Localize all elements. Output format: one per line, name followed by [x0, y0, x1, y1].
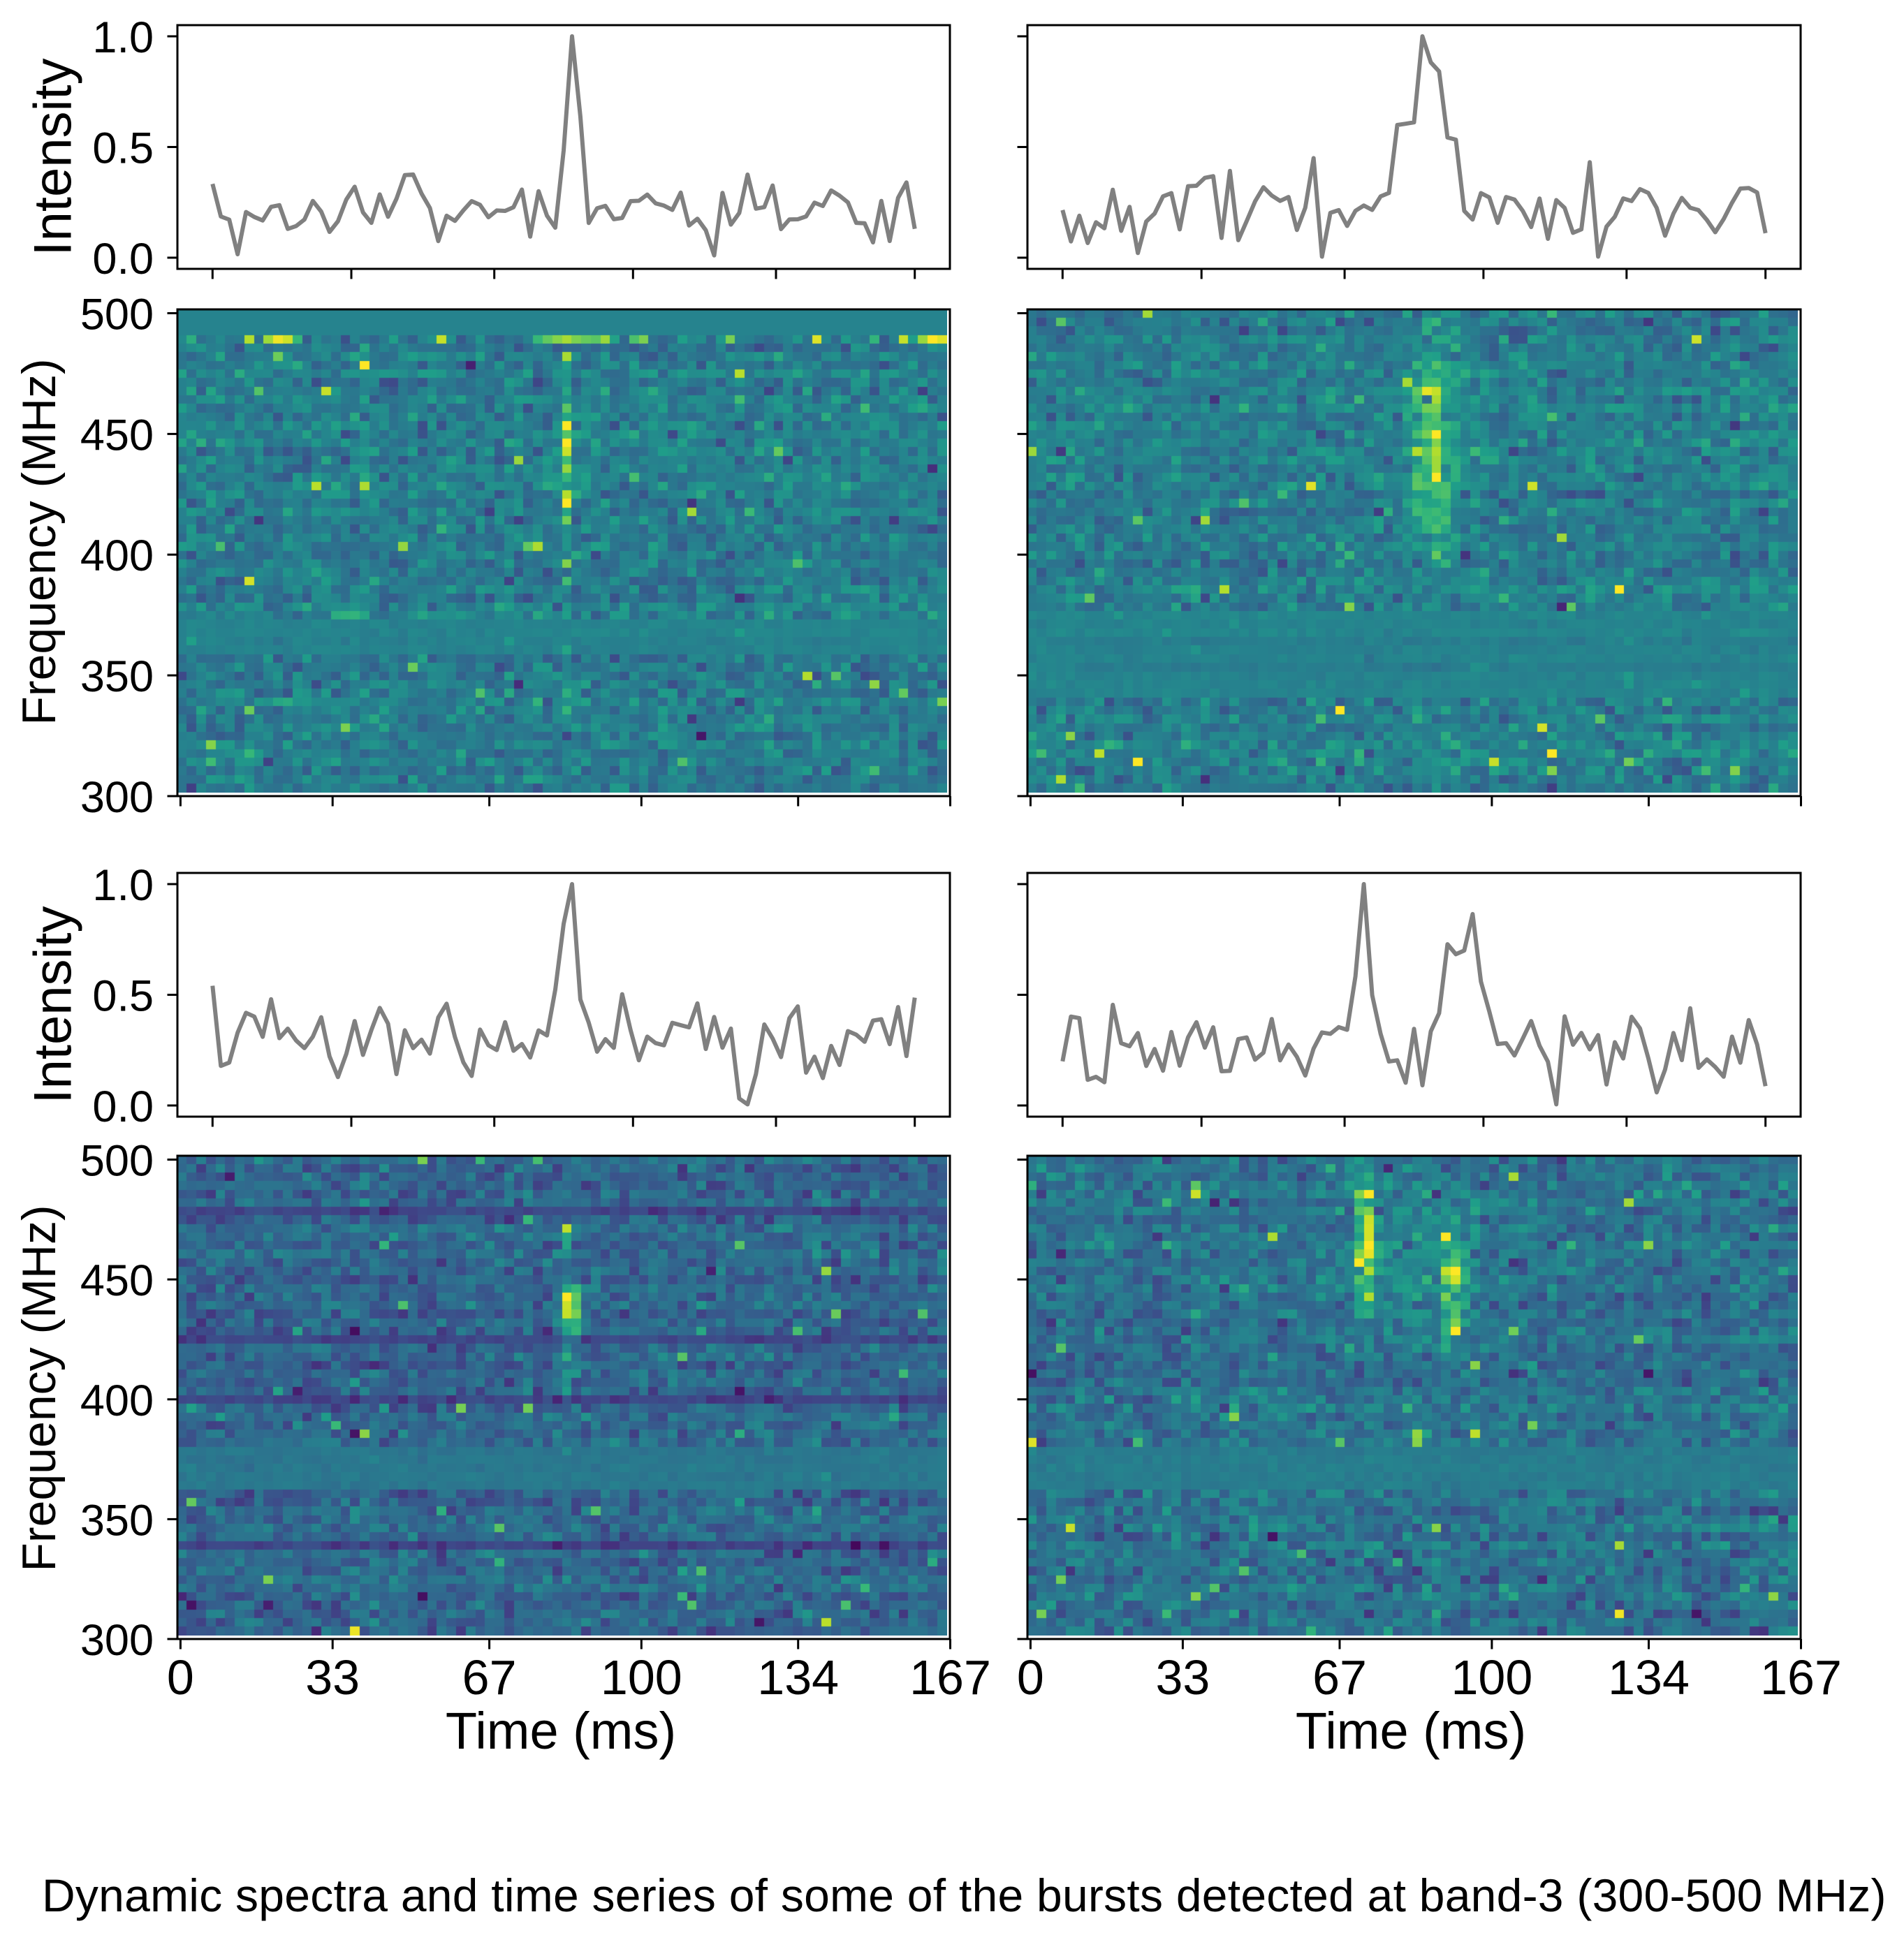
svg-text:300: 300: [80, 773, 154, 822]
svg-text:167: 167: [909, 1650, 991, 1705]
svg-text:1.0: 1.0: [92, 861, 154, 910]
svg-text:350: 350: [80, 1496, 154, 1545]
svg-text:Dynamic spectra and time serie: Dynamic spectra and time series of some …: [42, 1869, 1887, 1921]
svg-text:Frequency (MHz): Frequency (MHz): [13, 358, 66, 725]
svg-text:400: 400: [80, 531, 154, 580]
svg-text:400: 400: [80, 1376, 154, 1425]
svg-text:Time (ms): Time (ms): [1296, 1702, 1526, 1760]
svg-text:1.0: 1.0: [92, 13, 154, 62]
svg-text:450: 450: [80, 1256, 154, 1305]
svg-text:350: 350: [80, 652, 154, 701]
svg-text:0: 0: [1017, 1650, 1044, 1705]
svg-text:134: 134: [757, 1650, 839, 1705]
svg-text:500: 500: [80, 291, 154, 339]
svg-text:450: 450: [80, 411, 154, 460]
svg-text:Intensity: Intensity: [24, 58, 83, 256]
svg-text:33: 33: [305, 1650, 360, 1705]
svg-text:Intensity: Intensity: [24, 906, 83, 1103]
svg-text:0.0: 0.0: [92, 1082, 154, 1131]
svg-text:0: 0: [167, 1650, 194, 1705]
svg-text:134: 134: [1608, 1650, 1690, 1705]
svg-text:33: 33: [1155, 1650, 1210, 1705]
svg-text:67: 67: [462, 1650, 517, 1705]
svg-text:Time (ms): Time (ms): [446, 1702, 676, 1760]
svg-text:167: 167: [1760, 1650, 1842, 1705]
svg-text:0.5: 0.5: [92, 972, 154, 1021]
svg-text:500: 500: [80, 1137, 154, 1186]
svg-text:0.0: 0.0: [92, 235, 154, 284]
svg-text:67: 67: [1312, 1650, 1367, 1705]
svg-text:0.5: 0.5: [92, 124, 154, 173]
svg-text:100: 100: [601, 1650, 682, 1705]
svg-text:300: 300: [80, 1616, 154, 1665]
svg-text:100: 100: [1451, 1650, 1533, 1705]
svg-text:Frequency (MHz): Frequency (MHz): [13, 1205, 66, 1571]
